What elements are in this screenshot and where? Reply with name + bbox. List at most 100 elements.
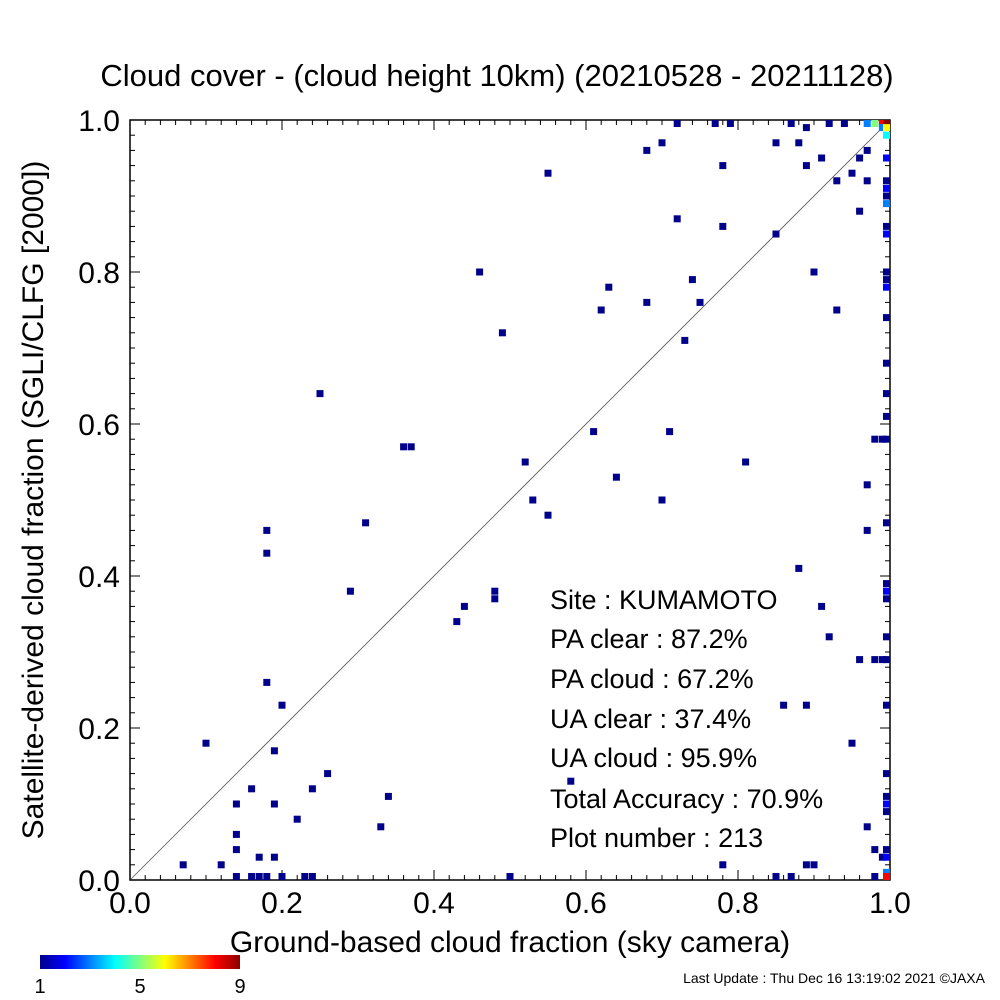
data-point [871,435,879,443]
minor-ticks [129,119,891,881]
data-point [878,120,886,127]
data-point [590,428,598,436]
data-point [476,268,484,276]
data-point [278,873,286,880]
data-point [491,595,499,603]
data-point [263,678,271,686]
data-point [863,120,871,127]
x-axis-label: Ground-based cloud fraction (sky camera) [230,926,790,959]
y-axis-ticks: 0.0 0.2 0.4 0.6 0.8 1.0 [78,105,120,898]
data-point [605,283,613,291]
data-point [377,823,385,831]
data-point [883,873,890,880]
data-point [871,846,879,854]
data-point [883,633,890,641]
x-tick-label: 0.4 [413,887,455,920]
x-axis-ticks: 0.0 0.2 0.4 0.6 0.8 1.0 [109,887,911,920]
data-point [883,359,890,367]
data-point [270,747,278,755]
data-point [802,701,810,709]
data-point [255,873,263,880]
data-point [883,701,890,709]
data-point [316,390,324,398]
data-point [863,146,871,154]
data-point [883,770,890,778]
data-point [772,139,780,147]
data-point [301,873,309,880]
x-tick-label: 1.0 [869,887,911,920]
data-point [856,656,864,664]
data-point [308,873,316,880]
stat-plot-number: Plot number : 213 [550,823,763,853]
data-point [263,526,271,534]
data-point [544,511,552,519]
data-point [883,580,890,588]
data-point [810,268,818,276]
color-scale-bar [40,955,240,969]
data-point [248,785,256,793]
color-scale-mid-label: 5 [134,976,145,998]
data-point [711,120,719,127]
data-point [840,120,848,127]
data-point [719,222,727,230]
data-point [883,154,890,162]
data-point [597,306,605,314]
data-point [856,154,864,162]
data-point [688,276,696,284]
data-point [802,124,810,132]
data-point [362,519,370,527]
data-point [883,846,890,854]
data-point [878,124,886,132]
x-tick-label: 0.8 [717,887,759,920]
data-point [871,120,879,127]
data-point [681,336,689,344]
data-point [871,656,879,664]
data-point [324,770,332,778]
data-point [719,162,727,170]
data-point [217,861,225,869]
stat-ua-cloud: UA cloud : 95.9% [550,743,757,773]
y-tick-label: 0.0 [78,865,120,898]
x-tick-label: 0.0 [109,887,151,920]
data-point [544,169,552,177]
data-point [833,177,841,185]
data-point [270,800,278,808]
data-point [567,777,575,785]
data-point [878,435,886,443]
data-point [883,314,890,322]
data-point [673,120,681,127]
stat-ua-clear: UA clear : 37.4% [550,704,751,734]
data-point [802,861,810,869]
data-point [696,298,704,306]
data-point [863,177,871,185]
color-scale-max-label: 9 [234,976,245,998]
stat-pa-clear: PA clear : 87.2% [550,624,748,654]
data-point [810,861,818,869]
stat-pa-cloud: PA cloud : 67.2% [550,664,754,694]
data-point [863,526,871,534]
y-axis-label: Satellite-derived cloud fraction (SGLI/C… [17,161,50,840]
data-point [407,443,415,451]
data-point [883,120,890,127]
statistics-panel: Site : KUMAMOTO PA clear : 87.2% PA clou… [550,585,823,853]
data-point [346,587,354,595]
data-point [666,428,674,436]
data-point [818,154,826,162]
data-point [521,458,529,466]
data-point [498,329,506,337]
data-point [818,602,826,610]
data-point [883,283,890,291]
data-point [787,873,795,880]
data-point [878,656,886,664]
y-tick-label: 0.4 [78,561,120,594]
stat-total-accuracy: Total Accuracy : 70.9% [550,784,823,814]
data-point [883,192,890,200]
data-point [883,587,890,595]
data-point [460,602,468,610]
data-point [883,184,890,192]
data-point [883,853,890,861]
one-to-one-line [129,119,891,881]
data-point [643,298,651,306]
data-point [643,146,651,154]
data-point [863,481,871,489]
